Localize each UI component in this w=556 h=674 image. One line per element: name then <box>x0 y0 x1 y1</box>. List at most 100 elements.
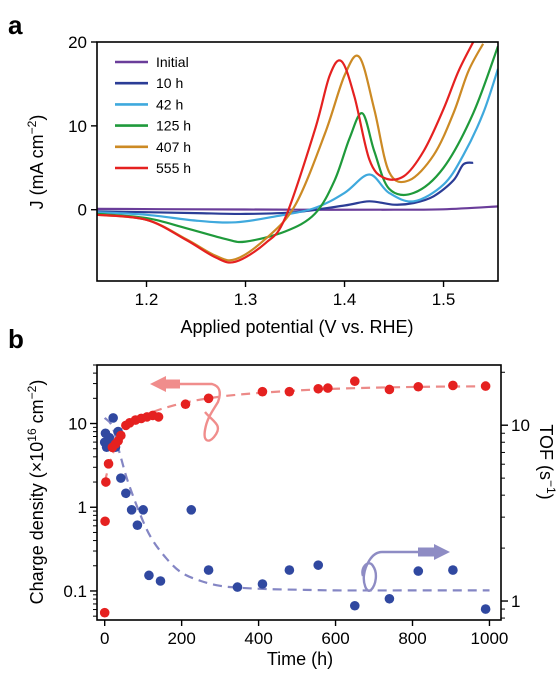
curve-42-h <box>97 68 498 224</box>
tof-point <box>138 505 148 515</box>
charge-density-point <box>284 386 295 397</box>
tof-point <box>349 600 360 611</box>
chart-a-ticks: 1.2 1.3 1.4 1.5 0 10 20 <box>68 33 455 309</box>
chart-b-ylabel-right-end: ) <box>536 494 556 500</box>
chart-b-ylabel-right-sup: −1 <box>544 480 556 494</box>
chart-b-frame <box>96 364 502 621</box>
chart-b-ylabel-right-main: TOF (s <box>536 424 556 480</box>
tof-point <box>384 593 395 604</box>
tof-point <box>132 520 143 530</box>
chart-b-ylabel-left-end: ) <box>27 380 47 386</box>
panel-letter-b: b <box>8 324 24 354</box>
charge-density-point <box>101 477 111 487</box>
right-arrowhead-icon <box>434 544 450 560</box>
charge-density-point <box>180 399 191 410</box>
tof-point <box>284 565 295 575</box>
chart-a-xtick-label: 1.4 <box>333 290 357 309</box>
charge-density-point <box>323 383 333 393</box>
charge-density-point <box>103 459 114 469</box>
chart-b-ytick-left-label: 1 <box>78 498 87 517</box>
tof-point <box>108 413 118 423</box>
tof-point <box>313 560 324 570</box>
chart-b-ticks: 0 200 400 600 800 1000 0.1 1 10 1 10 <box>63 364 530 648</box>
chart-a-ylabel-end: ) <box>27 115 47 121</box>
chart-b-ytick-right-label: 1 <box>511 592 520 611</box>
tof-point <box>155 576 166 586</box>
chart-a-xlabel: Applied potential (V vs. RHE) <box>180 317 413 337</box>
curve-125-h <box>97 45 498 244</box>
tof-point <box>144 570 154 581</box>
charge-density-point <box>100 516 110 527</box>
legend-label: Initial <box>156 54 189 70</box>
chart-b-xtick-label: 600 <box>321 629 349 648</box>
chart-a-xtick-label: 1.3 <box>234 290 258 309</box>
charge-density-point <box>413 381 424 392</box>
chart-a-frame <box>96 41 499 282</box>
charge-density-point <box>203 393 214 404</box>
chart-b: 0 200 400 600 800 1000 0.1 1 10 1 10 Time (h) Char… <box>25 364 556 669</box>
chart-b-ylabel-left-mid: cm <box>27 399 47 428</box>
legend-label: 42 h <box>156 96 183 112</box>
charge-density-point <box>349 376 360 387</box>
chart-b-axis-arrows <box>150 376 450 592</box>
chart-a-legend: Initial 10 h 42 h 125 h 407 h 555 h <box>115 54 191 176</box>
panel-letter-a: a <box>8 10 23 40</box>
left-axis-arrow-icon <box>172 382 221 442</box>
chart-b-xtick-label: 0 <box>100 629 109 648</box>
tof-point <box>257 579 268 589</box>
chart-b-ylabel-left-sup2: −2 <box>25 385 39 399</box>
tof-point <box>232 582 243 592</box>
tof-point <box>116 473 126 483</box>
charge-density-point <box>384 384 395 395</box>
legend-label: 407 h <box>156 139 191 155</box>
charge-density-fit-line <box>103 385 490 483</box>
tof-point <box>480 604 491 614</box>
tof-point <box>413 566 424 576</box>
chart-b-ylabel-right: TOF (s−1) <box>536 424 556 499</box>
chart-b-xtick-label: 1000 <box>471 629 509 648</box>
chart-b-points <box>99 376 491 618</box>
legend-label: 125 h <box>156 118 191 134</box>
chart-a-ytick-label: 20 <box>68 33 87 52</box>
left-arrowhead-icon <box>150 376 166 392</box>
chart-b-xtick-label: 200 <box>167 629 195 648</box>
tof-point <box>186 505 197 515</box>
chart-b-xtick-label: 800 <box>398 629 426 648</box>
charge-density-point <box>480 381 491 391</box>
chart-b-ytick-left-label: 0.1 <box>63 582 87 601</box>
chart-a-ytick-label: 0 <box>78 201 87 220</box>
curve-10-h <box>97 161 474 216</box>
tof-point <box>121 488 131 499</box>
chart-b-ylabel-left-main: Charge density (×10 <box>27 442 47 605</box>
chart-a-curves <box>97 42 498 264</box>
legend-label: 555 h <box>156 160 191 176</box>
tof-fit-line <box>103 417 490 592</box>
chart-b-xlabel: Time (h) <box>267 649 333 669</box>
charge-density-point <box>153 412 164 422</box>
charge-density-point <box>257 386 268 397</box>
tof-point <box>104 432 115 443</box>
tof-point <box>126 505 137 515</box>
chart-b-ylabel-left: Charge density (×1016 cm−2) <box>25 380 47 605</box>
curve-initial <box>97 205 498 211</box>
tof-point <box>203 565 214 575</box>
chart-a-ylabel-main: J (mA cm <box>27 134 47 209</box>
charge-density-point <box>448 380 458 391</box>
chart-b-ytick-left-label: 10 <box>68 415 87 434</box>
tof-point <box>448 565 458 575</box>
chart-a: 1.2 1.3 1.4 1.5 0 10 20 Initial 10 h 42 h 125 h 40… <box>25 33 499 337</box>
chart-b-ylabel-left-sup1: 16 <box>25 428 39 442</box>
chart-b-xtick-label: 400 <box>244 629 272 648</box>
chart-a-xtick-label: 1.5 <box>432 290 456 309</box>
legend-label: 10 h <box>156 75 183 91</box>
chart-a-xtick-label: 1.2 <box>135 290 159 309</box>
chart-b-ytick-right-label: 10 <box>511 416 530 435</box>
curve-407-h <box>97 43 485 262</box>
charge-density-point <box>99 607 110 618</box>
right-axis-arrow-icon <box>361 550 426 592</box>
chart-a-ylabel: J (mA cm−2) <box>25 115 47 210</box>
charge-density-point <box>313 383 324 394</box>
chart-a-ytick-label: 10 <box>68 117 87 136</box>
curve-555-h <box>97 42 475 264</box>
